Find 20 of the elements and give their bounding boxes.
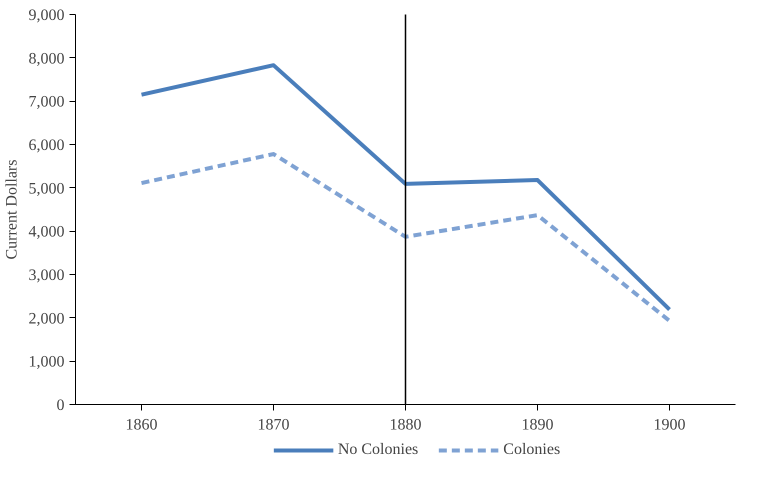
line-series — [140, 152, 672, 323]
y-tick-label: 3,000 — [28, 267, 64, 284]
y-tick-label: 1,000 — [28, 354, 64, 371]
x-tick-label: 1870 — [258, 416, 290, 434]
x-tick-label: 1860 — [126, 416, 158, 434]
x-tick-label: 1880 — [390, 416, 422, 434]
y-tick-label: 4,000 — [28, 224, 64, 241]
y-axis-title: Current Dollars — [4, 160, 20, 260]
y-tick-label: 0 — [56, 397, 64, 414]
y-tick-label: 8,000 — [28, 50, 64, 68]
y-tick-label: 9,000 — [28, 7, 64, 24]
y-tick-label: 6,000 — [28, 137, 64, 154]
line-series — [140, 63, 672, 312]
y-tick-label: 2,000 — [28, 310, 64, 328]
y-tick-label: 7,000 — [28, 94, 64, 111]
legend-label: Colonies — [503, 441, 560, 459]
x-tick-label: 1900 — [654, 416, 686, 434]
y-tick-label: 5,000 — [28, 180, 64, 198]
legend-label: No Colonies — [338, 441, 418, 459]
x-tick-label: 1890 — [522, 416, 554, 434]
